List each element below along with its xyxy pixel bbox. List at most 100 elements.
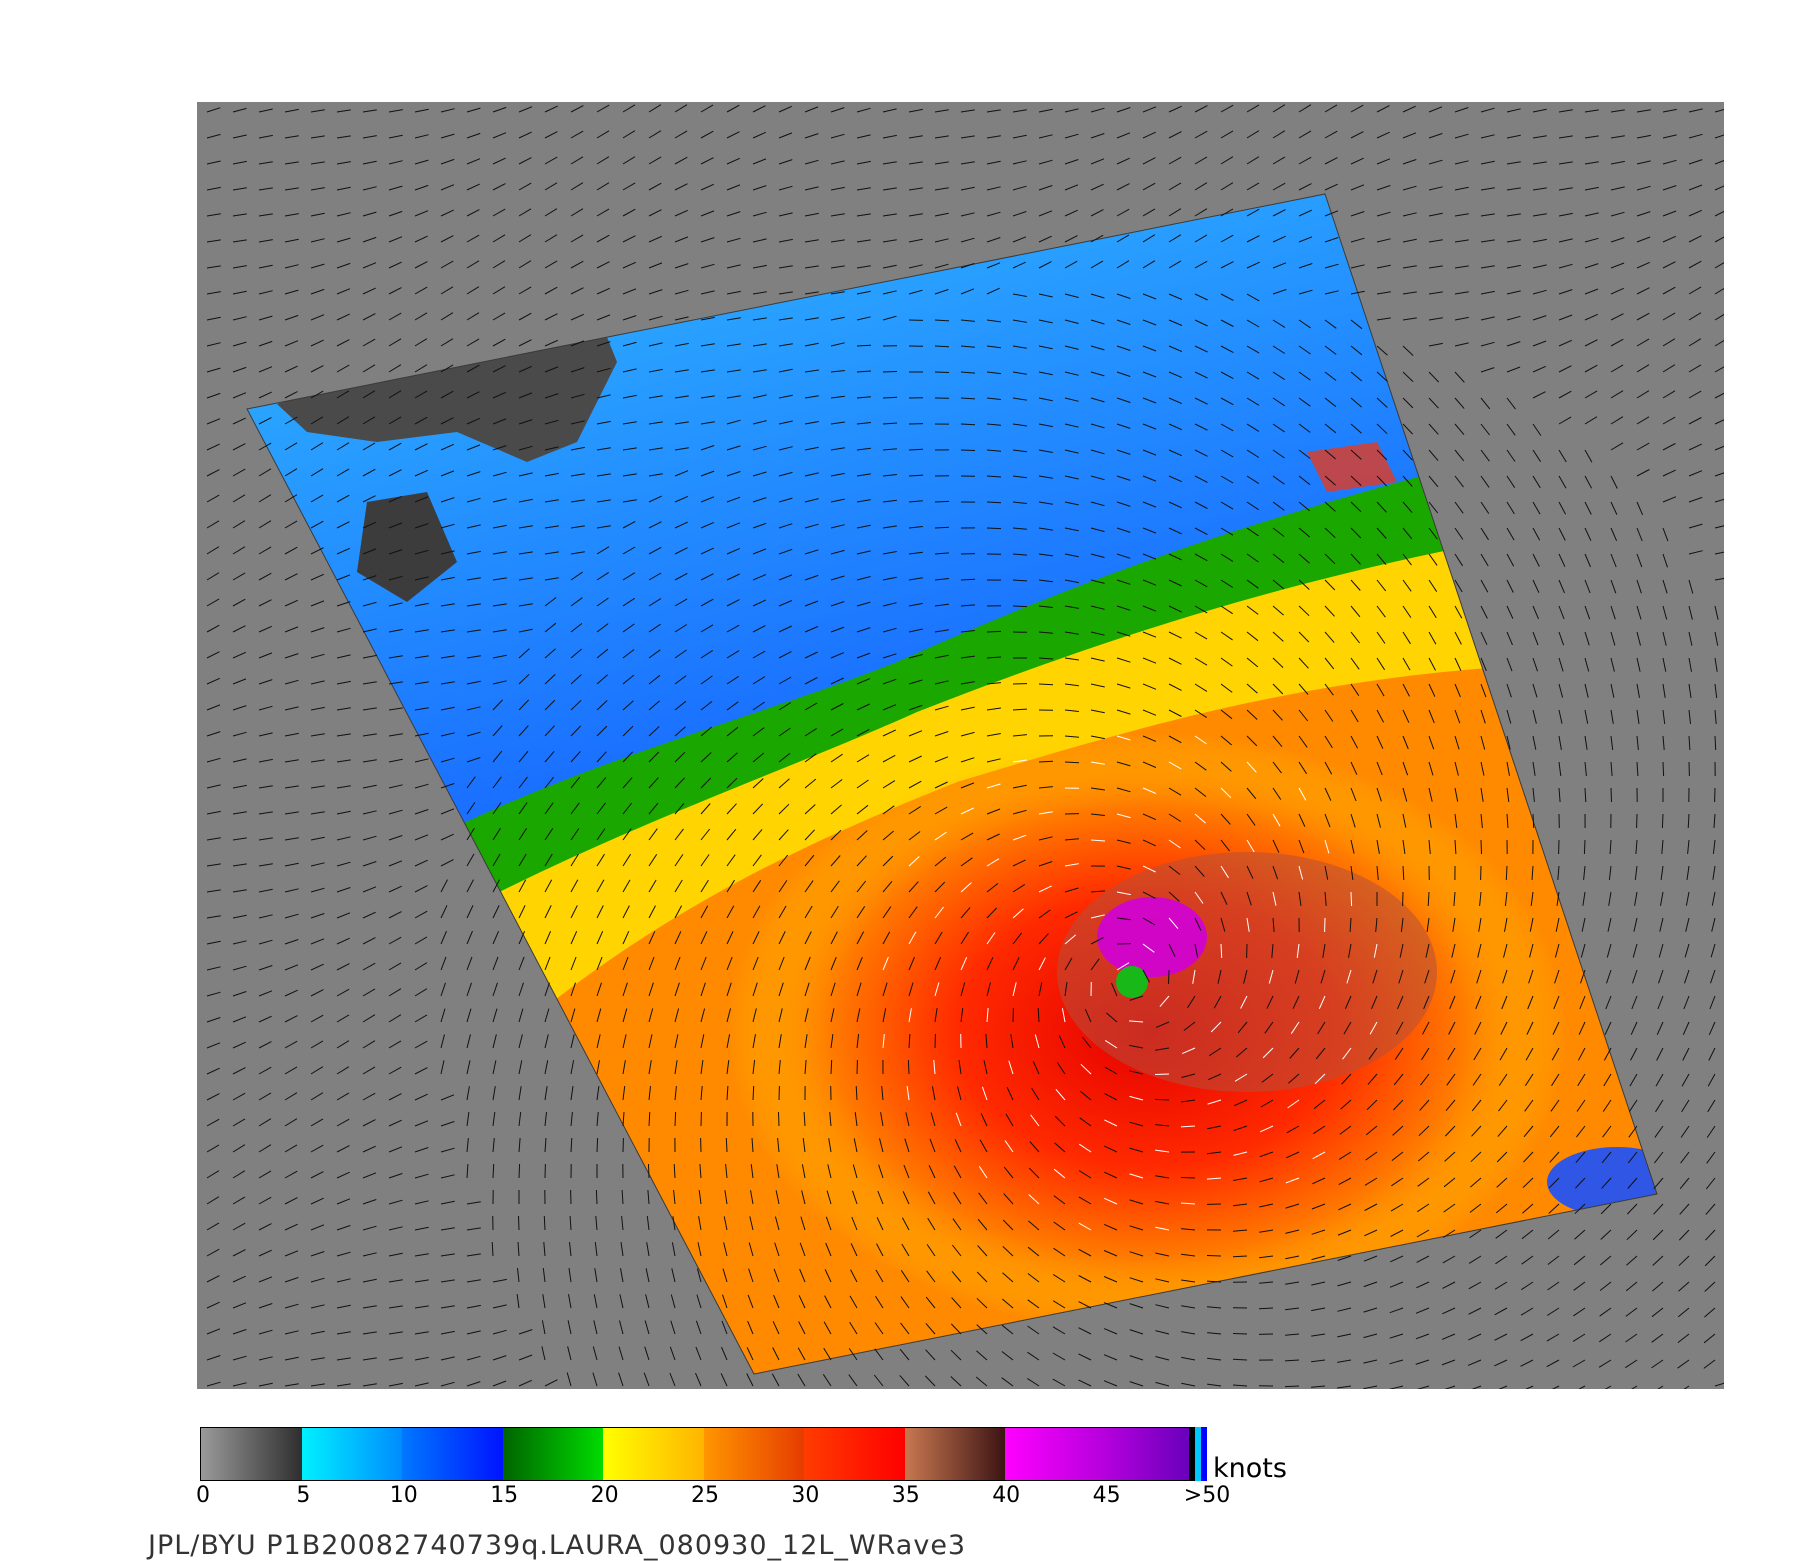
wind-vector [779,133,792,138]
wind-vector [311,1172,324,1178]
wind-vector [311,654,325,658]
wind-vector [1455,134,1469,138]
wind-vector [1429,134,1442,139]
wind-vector [1507,291,1521,294]
wind-vector [285,521,297,528]
wind-vector [1117,184,1130,190]
wind-vector [1662,840,1663,854]
wind-vector [805,160,819,164]
wind-vector [1633,970,1638,983]
wind-vector [441,159,454,164]
wind-vector [779,160,792,164]
colorbar [200,1427,1207,1481]
wind-vector [1377,265,1391,268]
wind-vector [311,628,324,632]
colorbar-segment [302,1428,403,1480]
wind-vector [1637,417,1649,424]
wind-vector [696,1347,701,1360]
wind-vector [987,161,1001,164]
wind-vector [1585,314,1598,320]
wind-vector [1390,1360,1404,1364]
wind-vector [259,706,273,710]
wind-vector [519,313,531,320]
wind-vector [908,1060,909,1074]
wind-vector [1611,554,1616,567]
wind-vector [1130,1304,1143,1308]
wind-vector [1625,1360,1637,1368]
wind-vector [493,209,505,216]
footer-credit: JPL/BYU P1B20082740739q.LAURA_080930_12L… [148,1530,966,1561]
wind-vector [337,1252,351,1256]
wind-vector [1547,1334,1559,1341]
wind-vector [337,1332,351,1334]
wind-vector [441,1035,445,1049]
wind-vector [935,136,949,138]
wind-vector [727,132,740,138]
wind-vector [233,732,247,736]
wind-vector [311,1305,325,1308]
wind-vector [1611,443,1623,450]
wind-vector [670,1347,675,1360]
wind-vector [207,1094,220,1100]
wind-vector [672,1242,675,1256]
wind-vector [207,419,220,424]
wind-vector [1689,710,1691,724]
wind-vector [1689,632,1692,646]
wind-vector [233,1093,245,1100]
wind-vector [1481,266,1495,268]
wind-vector [441,1382,455,1386]
wind-vector [1181,1383,1195,1386]
wind-vector [1626,1308,1637,1316]
wind-vector [1468,1334,1481,1340]
wind-vector [594,1320,597,1334]
wind-vector [571,1034,574,1048]
wind-vector [1663,135,1677,138]
wind-vector [1559,366,1572,372]
wind-vector [311,863,325,866]
wind-vector [1684,996,1689,1009]
wind-vector [1627,1230,1637,1240]
wind-vector [233,1119,245,1126]
wind-vector [1653,1230,1663,1240]
wind-vector [647,1242,649,1256]
wind-vector [415,365,427,372]
wind-vector [1507,214,1521,216]
wind-vector [1325,105,1337,112]
wind-vector [987,187,1001,190]
wind-vector [519,158,531,164]
wind-vector [1705,1256,1715,1266]
wind-vector [233,1250,246,1256]
wind-vector [1364,1334,1378,1338]
wind-vector [311,990,324,996]
wind-vector [259,214,273,216]
wind-vector [1574,1256,1585,1265]
wind-vector [909,162,923,164]
wind-vector [207,1171,219,1178]
wind-vector [1715,551,1724,554]
wind-vector [675,290,689,294]
wind-vector [1481,632,1487,645]
wind-vector [1506,866,1507,880]
wind-vector [259,915,273,918]
wind-vector [1507,554,1514,566]
wind-vector [1678,1360,1689,1368]
wind-vector [337,989,349,996]
wind-vector [1686,918,1689,932]
wind-vector [1155,1331,1169,1334]
wind-vector [545,340,558,346]
wind-vector [285,1016,298,1022]
wind-vector [1704,1360,1715,1368]
wind-vector [285,239,299,242]
wind-vector [337,681,351,684]
wind-vector [389,734,403,736]
wind-vector [285,812,299,814]
wind-vector [596,1216,597,1230]
wind-vector [1207,1358,1221,1360]
wind-vector [1117,158,1130,164]
wind-vector [207,444,220,450]
wind-vector [1607,944,1611,958]
wind-vector [441,313,453,320]
wind-vector [233,135,247,138]
colorbar-tail [1189,1427,1207,1481]
wind-vector [517,1294,519,1308]
